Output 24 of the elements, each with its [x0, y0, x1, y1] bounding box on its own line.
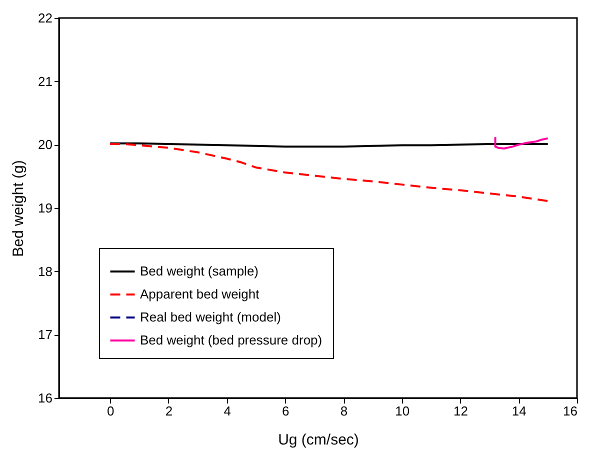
y-tick-label: 19: [38, 200, 52, 216]
x-tick-label: 4: [224, 404, 231, 418]
x-tick-label: 0: [106, 404, 114, 418]
x-tick-label: 6: [282, 404, 290, 418]
legend-label: Real bed weight (model): [140, 310, 281, 324]
x-tick-label: 8: [340, 404, 348, 418]
line-series: [494, 136, 549, 150]
legend-label: Bed weight (bed pressure drop): [140, 332, 322, 348]
y-tick-label: 17: [38, 327, 52, 342]
y-tick-label: 20: [38, 137, 52, 152]
legend-label: Bed weight (sample): [140, 264, 258, 278]
y-tick-label: 22: [38, 10, 52, 26]
x-tick-label: 16: [563, 404, 578, 418]
x-tick-label: 2: [165, 404, 173, 418]
y-axis-title: Bed weight (g): [10, 160, 28, 257]
line-series: [109, 143, 549, 202]
y-tick-label: 21: [38, 74, 52, 89]
y-tick-label: 18: [38, 264, 52, 279]
y-tick-label: 16: [38, 390, 52, 406]
legend-label: Apparent bed weight: [140, 286, 260, 302]
x-tick-label: 10: [395, 404, 410, 418]
x-tick-label: 14: [512, 404, 526, 418]
x-tick-label: 12: [454, 404, 468, 418]
x-axis-title: Ug (cm/sec): [278, 432, 359, 448]
